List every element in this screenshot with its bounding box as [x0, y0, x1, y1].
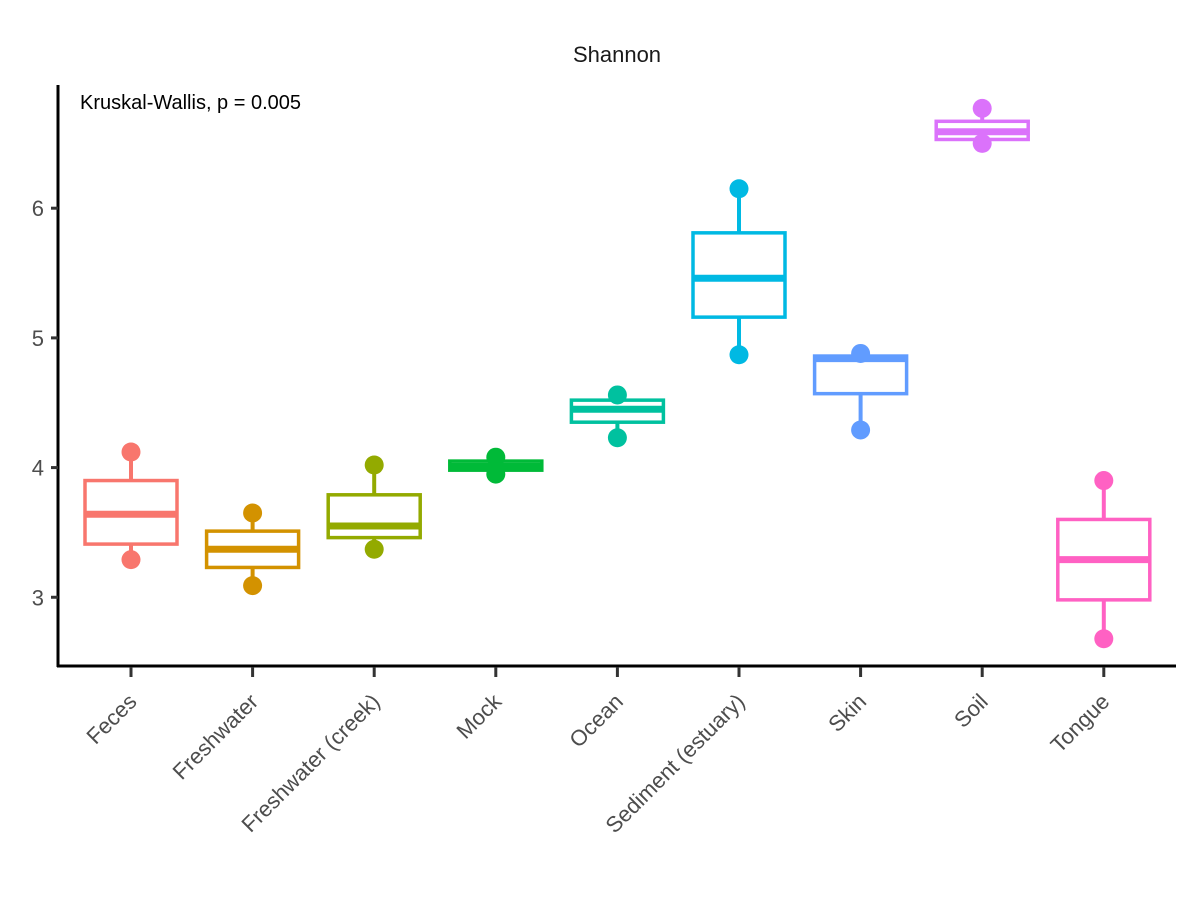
y-tick-label: 4 [32, 456, 44, 481]
data-point [851, 343, 871, 363]
data-point [243, 503, 263, 523]
data-point [486, 464, 506, 484]
y-tick-label: 5 [32, 326, 44, 351]
y-axis-ticks: 3 4 5 6 [32, 196, 58, 610]
data-point [364, 539, 384, 559]
data-point [729, 179, 749, 199]
x-tick-label: Tongue [1046, 689, 1115, 758]
box-feces [83, 442, 179, 570]
stat-annotation: Kruskal-Wallis, p = 0.005 [80, 92, 301, 114]
box-tongue [1056, 471, 1152, 649]
x-tick-label: Freshwater [168, 689, 263, 784]
data-point [1094, 629, 1114, 649]
y-tick-label: 3 [32, 585, 44, 610]
x-tick-label: Mock [451, 688, 507, 744]
data-point [972, 98, 992, 118]
box-freshwater-creek [326, 455, 422, 559]
data-point [364, 455, 384, 475]
box-sediment-estuary [691, 179, 787, 365]
data-point [486, 447, 506, 467]
data-point [1094, 471, 1114, 491]
data-point [121, 550, 141, 570]
chart-title: Shannon [573, 42, 661, 67]
x-tick-label: Soil [949, 689, 993, 733]
box-freshwater [204, 503, 301, 596]
box-mock [448, 447, 544, 484]
x-tick-label: Freshwater (creek) [237, 689, 385, 837]
data-point [972, 133, 992, 153]
boxplot-series [83, 98, 1152, 649]
data-point [121, 442, 141, 462]
x-tick-label: Skin [823, 689, 871, 737]
data-point [729, 345, 749, 365]
x-tick-label: Feces [81, 689, 141, 749]
x-tick-label: Ocean [564, 689, 628, 753]
box-skin [812, 343, 909, 440]
y-tick-label: 6 [32, 196, 44, 221]
box-soil [934, 98, 1030, 153]
box-iqr [326, 493, 422, 540]
box-ocean [569, 385, 666, 448]
data-point [243, 576, 263, 596]
data-point [607, 428, 627, 448]
data-point [607, 385, 627, 405]
data-point [851, 420, 871, 440]
